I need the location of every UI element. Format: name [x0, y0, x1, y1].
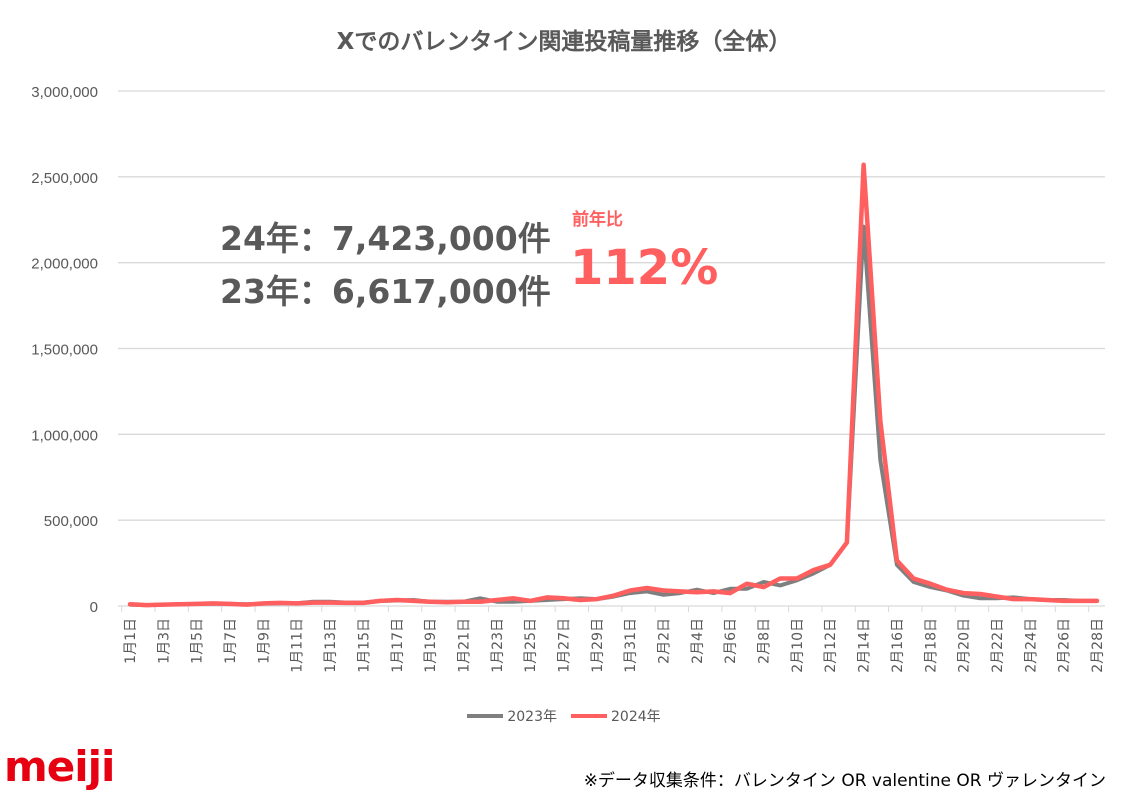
- x-tick-label: 2月6日: [723, 618, 739, 664]
- x-tick-label: 2月12日: [823, 618, 839, 673]
- x-tick-label: 1月1日: [123, 618, 139, 664]
- x-tick-label: 2月2日: [657, 618, 673, 664]
- x-tick-label: 1月23日: [490, 618, 506, 673]
- gridlines: [118, 90, 1105, 607]
- series-lines: [127, 162, 1100, 608]
- x-tick-label: 2月20日: [957, 618, 973, 673]
- x-tick-label: 2月24日: [1023, 618, 1039, 673]
- legend-label: 2023年: [507, 709, 557, 725]
- annotation-2023-total: 23年：6,617,000件: [220, 272, 551, 311]
- legend: 2023年 2024年: [0, 706, 1128, 726]
- y-tick-label: 0: [90, 599, 98, 616]
- x-tick-label: 2月22日: [990, 618, 1006, 673]
- legend-swatch: [467, 714, 504, 718]
- x-tick-label: 1月5日: [190, 618, 206, 664]
- x-tick-label: 2月8日: [757, 618, 773, 664]
- y-tick-label: 1,000,000: [31, 427, 98, 444]
- x-tick-label: 2月18日: [923, 618, 939, 673]
- chart-title: Xでのバレンタイン関連投稿量推移（全体）: [336, 29, 792, 55]
- x-tick-label: 1月9日: [256, 618, 272, 664]
- x-axis-ticks: 1月1日 1月3日 1月5日 1月7日 1月9日 1月11日 1月13日 1月15日 1月17日…: [121, 606, 1106, 673]
- x-tick-label: 1月31日: [623, 618, 639, 673]
- x-tick-label: 2月16日: [890, 618, 906, 673]
- legend-item-2024: 2024年: [571, 706, 661, 726]
- x-tick-label: 2月14日: [857, 618, 873, 673]
- x-tick-label: 2月10日: [790, 618, 806, 673]
- y-axis-ticks: 0 500,000 1,000,000 1,500,000 2,000,000 2,500…: [31, 84, 98, 616]
- x-tick-label: 2月28日: [1090, 618, 1106, 673]
- x-tick-label: 1月27日: [556, 618, 572, 673]
- x-tick-label: 2月26日: [1057, 618, 1073, 673]
- x-tick-label: 1月15日: [356, 618, 372, 673]
- x-tick-label: 1月21日: [456, 618, 472, 673]
- x-tick-label: 1月7日: [223, 618, 239, 664]
- yoy-label: 前年比: [572, 210, 623, 230]
- x-tick-label: 1月3日: [156, 618, 172, 664]
- legend-label: 2024年: [611, 709, 661, 725]
- y-tick-label: 2,500,000: [31, 170, 98, 187]
- x-tick-label: 1月19日: [423, 618, 439, 673]
- x-tick-label: 1月13日: [323, 618, 339, 673]
- annotation-2024-total: 24年：7,423,000件: [220, 219, 551, 258]
- y-tick-label: 3,000,000: [31, 84, 98, 101]
- x-tick-label: 1月29日: [590, 618, 606, 673]
- legend-item-2023: 2023年: [467, 706, 557, 726]
- legend-swatch: [571, 714, 607, 718]
- yoy-value: 112%: [570, 240, 719, 296]
- x-tick-label: 1月17日: [390, 618, 406, 673]
- y-tick-label: 500,000: [44, 513, 98, 530]
- x-tick-label: 2月4日: [690, 618, 706, 664]
- meiji-logo: meiji: [4, 742, 115, 791]
- footnote: ※データ収集条件：バレンタイン OR valentine OR ヴァレンタイン: [583, 771, 1106, 791]
- y-tick-label: 2,000,000: [31, 256, 98, 273]
- x-tick-label: 1月25日: [523, 618, 539, 673]
- y-tick-label: 1,500,000: [31, 342, 98, 359]
- x-tick-label: 1月11日: [290, 618, 306, 673]
